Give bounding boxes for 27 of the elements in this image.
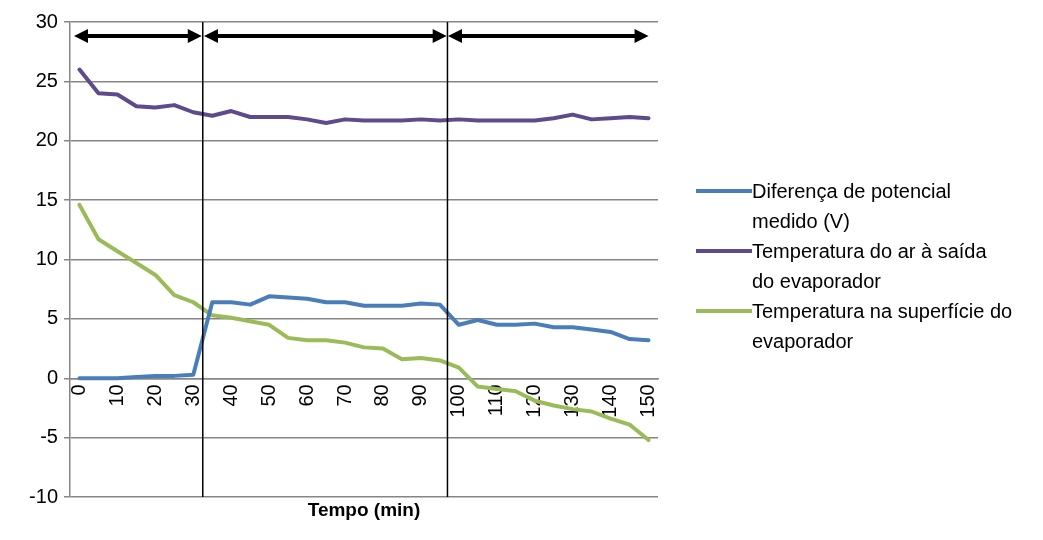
y-tick-label: 0 [46, 365, 58, 388]
x-tick-label: 130 [560, 384, 583, 418]
x-tick-label: 80 [370, 384, 393, 407]
y-tick-label: 15 [35, 187, 58, 210]
legend-label: Temperatura do ar à saída do evaporador [752, 239, 988, 294]
y-tick-label: -10 [29, 484, 58, 507]
legend-label: Temperatura na superfície do evaporador [752, 299, 1014, 354]
x-tick-label: 30 [180, 384, 203, 407]
x-tick-label: 60 [294, 384, 317, 407]
x-tick-label: 150 [636, 384, 659, 418]
x-tick-label: 0 [67, 384, 89, 396]
y-tick-label: 5 [46, 306, 58, 329]
y-tick-label: 30 [35, 9, 58, 32]
x-tick-label: 20 [142, 384, 165, 407]
x-tick-label: 50 [256, 384, 279, 407]
y-tick-label: -5 [40, 425, 58, 448]
legend-label: Diferença de potencial medido (V) [752, 179, 952, 234]
x-tick-label: 10 [104, 384, 127, 407]
x-tick-label: 70 [332, 384, 355, 407]
y-tick-label: 20 [35, 128, 58, 151]
x-axis-title: Tempo (min) [307, 499, 421, 521]
x-tick-label: 40 [218, 384, 241, 407]
x-tick-label: 140 [598, 384, 621, 418]
y-tick-label: 25 [35, 68, 58, 91]
x-tick-label: 100 [446, 384, 469, 418]
y-tick-label: 10 [35, 247, 58, 270]
x-tick-label: 90 [408, 384, 431, 407]
